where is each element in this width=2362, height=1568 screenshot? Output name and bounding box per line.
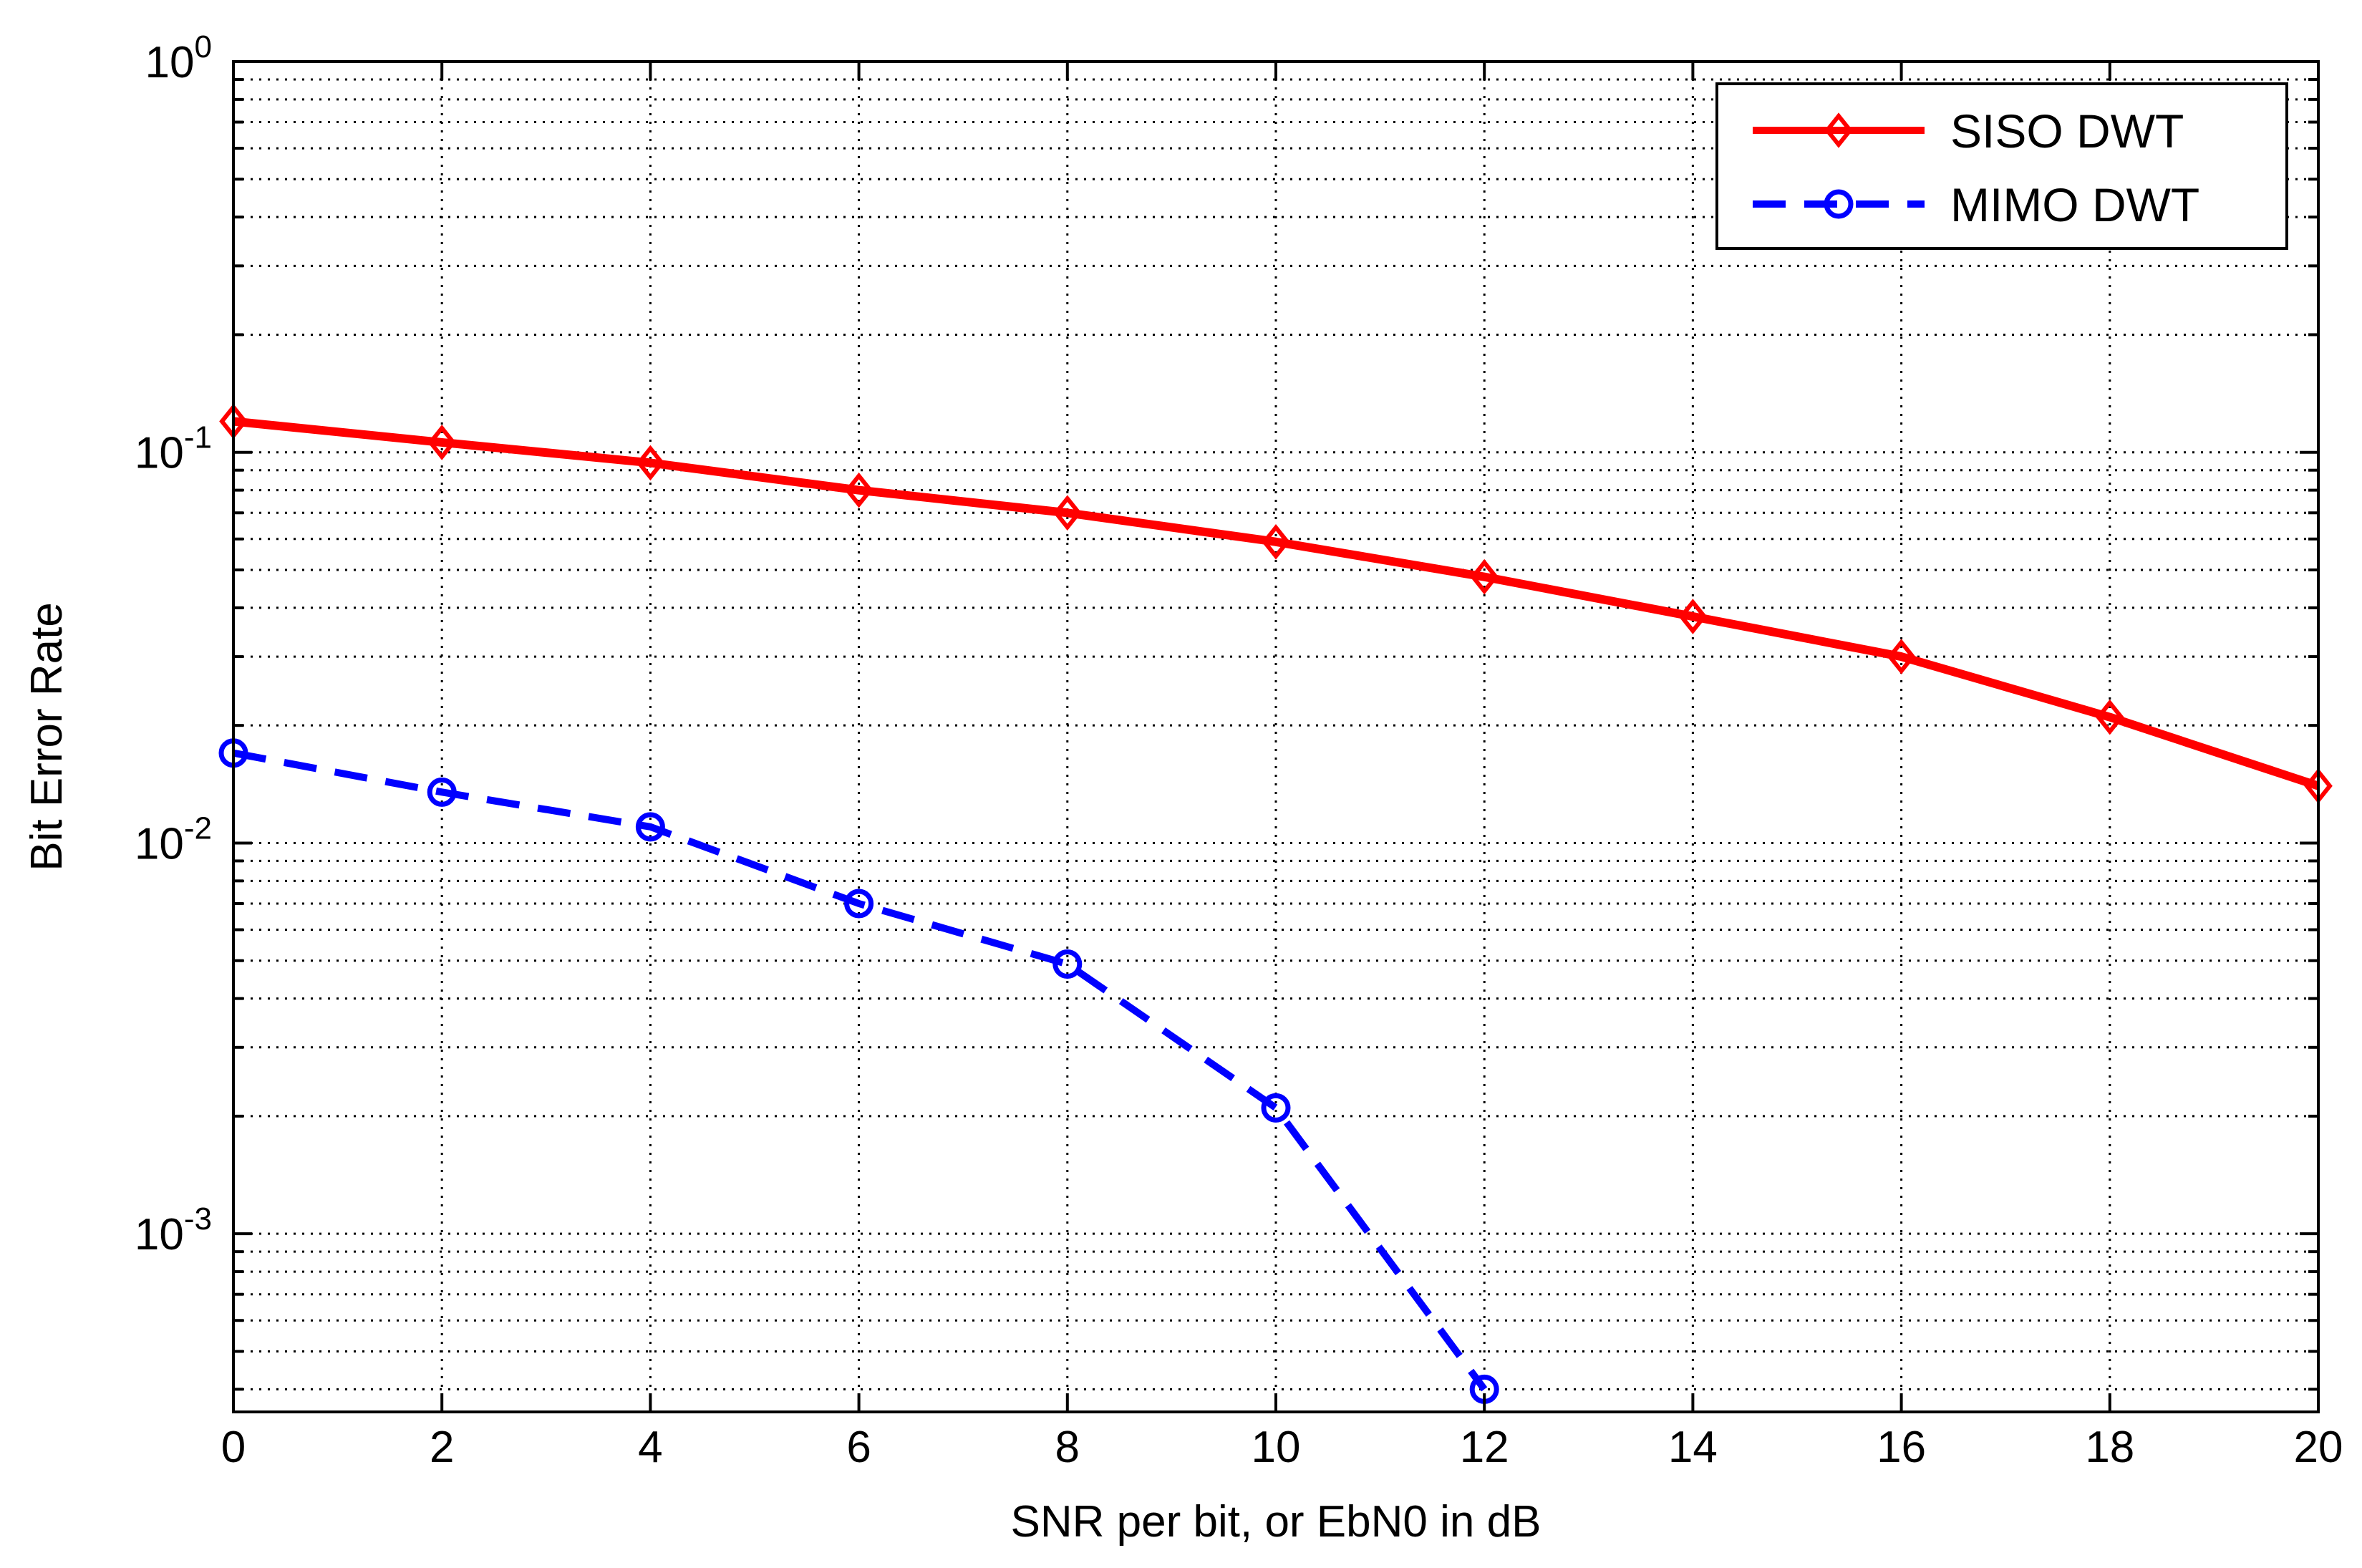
legend: SISO DWT MIMO DWT: [1715, 82, 2288, 250]
y-tick-exponent: -1: [184, 420, 212, 455]
data-point-siso-dwt: [1470, 558, 1499, 595]
data-point-siso-dwt: [1262, 523, 1290, 560]
y-tick-base: 10: [145, 38, 195, 87]
x-tick-label: 16: [1877, 1423, 1926, 1472]
data-point-mimo-dwt: [427, 777, 457, 807]
data-point-siso-dwt: [1052, 495, 1082, 531]
y-tick-label: 10-2: [135, 810, 212, 868]
data-point-siso-dwt: [1887, 639, 1916, 674]
data-point-siso-dwt: [844, 472, 873, 508]
data-point-siso-dwt: [1678, 599, 1708, 634]
x-tick-label: 20: [2294, 1423, 2343, 1472]
legend-marker-mimo-dwt: [1824, 189, 1854, 219]
y-tick-label: 100: [145, 29, 212, 87]
y-tick-label: 10-1: [135, 420, 212, 478]
x-axis-label: SNR per bit, or EbN0 in dB: [1011, 1497, 1541, 1547]
legend-marker-siso-dwt: [1824, 112, 1853, 148]
y-tick-base: 10: [135, 1210, 184, 1259]
y-tick-base: 10: [135, 819, 184, 868]
data-point-siso-dwt: [427, 425, 457, 460]
x-tick-label: 10: [1252, 1423, 1301, 1472]
series-line-siso-dwt: [233, 417, 2320, 790]
legend-label-mimo-dwt: MIMO DWT: [1950, 178, 2199, 231]
y-axis-label: Bit Error Rate: [22, 602, 72, 871]
data-point-siso-dwt: [2095, 699, 2124, 735]
x-tick-label: 0: [221, 1423, 246, 1472]
series-siso-dwt: [219, 403, 2333, 804]
series-line-mimo-dwt: [233, 749, 1488, 1392]
y-tick-exponent: -2: [184, 810, 212, 846]
x-tick-label: 2: [430, 1423, 454, 1472]
y-tick-base: 10: [135, 429, 184, 478]
y-tick-label: 10-3: [135, 1201, 212, 1259]
x-tick-label: 18: [2085, 1423, 2134, 1472]
data-point-mimo-dwt: [844, 889, 874, 919]
data-point-siso-dwt: [636, 445, 665, 481]
x-tick-label: 8: [1055, 1423, 1080, 1472]
x-tick-label: 6: [846, 1423, 871, 1472]
y-tick-exponent: -3: [184, 1201, 212, 1237]
data-point-mimo-dwt: [1261, 1093, 1291, 1123]
data-point-mimo-dwt: [635, 812, 665, 842]
legend-box: [1715, 82, 2288, 250]
x-tick-label: 12: [1460, 1423, 1509, 1472]
x-tick-label: 4: [638, 1423, 662, 1472]
data-point-mimo-dwt: [1052, 949, 1083, 979]
y-tick-exponent: 0: [195, 29, 212, 64]
legend-label-siso-dwt: SISO DWT: [1950, 105, 2184, 158]
x-tick-label: 14: [1668, 1423, 1718, 1472]
